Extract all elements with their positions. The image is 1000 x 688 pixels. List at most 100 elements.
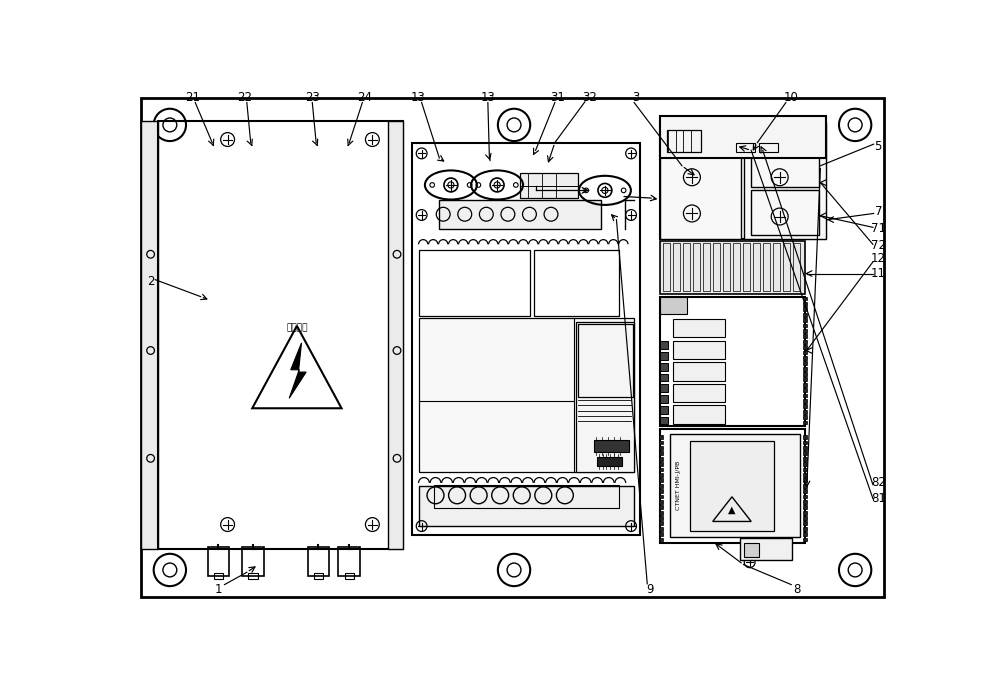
Bar (803, 297, 807, 301)
Bar (803, 383, 807, 387)
Bar (659, 500, 663, 504)
Bar (751, 142, 819, 187)
Bar (660, 123, 741, 239)
Bar (578, 323, 633, 397)
Bar (803, 308, 807, 311)
Bar (520, 173, 578, 198)
Bar (803, 516, 807, 520)
Bar (803, 410, 807, 413)
Bar (659, 473, 663, 477)
Text: 13: 13 (480, 92, 495, 105)
Bar (660, 429, 805, 543)
Bar (803, 388, 807, 392)
Bar (338, 547, 360, 576)
Bar (753, 244, 760, 291)
Bar (803, 489, 807, 493)
Bar (740, 539, 792, 560)
Bar (803, 462, 807, 466)
Text: 5: 5 (875, 140, 882, 153)
Bar (670, 433, 800, 537)
Bar (803, 378, 807, 381)
Bar (803, 495, 807, 498)
Bar (803, 484, 807, 488)
Text: 24: 24 (357, 92, 372, 105)
Bar (576, 322, 634, 472)
Bar (659, 495, 663, 498)
Bar (308, 547, 329, 576)
Bar (673, 341, 725, 359)
Bar (723, 244, 730, 291)
Text: 31: 31 (550, 92, 565, 105)
Bar (141, 121, 158, 549)
Bar (419, 486, 634, 526)
Bar (419, 250, 530, 316)
Bar (659, 516, 663, 520)
Text: 82: 82 (871, 477, 886, 489)
Bar (773, 244, 780, 291)
Bar (803, 420, 807, 424)
Bar (597, 457, 622, 466)
Bar (594, 440, 629, 452)
Bar (659, 510, 663, 515)
Bar (660, 385, 668, 392)
Bar (693, 244, 700, 291)
Bar (659, 457, 663, 461)
Bar (690, 440, 774, 531)
Bar (673, 405, 725, 424)
Bar (803, 505, 807, 509)
Bar (659, 440, 663, 444)
Bar (673, 384, 725, 402)
Bar (743, 244, 750, 291)
Text: 22: 22 (237, 92, 252, 105)
Bar (660, 406, 668, 413)
Bar (803, 302, 807, 306)
Bar (803, 451, 807, 455)
Bar (803, 436, 807, 439)
Bar (803, 361, 807, 365)
Bar (793, 244, 800, 291)
Bar (659, 522, 663, 526)
Bar (660, 417, 668, 424)
Text: 13: 13 (411, 92, 426, 105)
Text: 1: 1 (215, 583, 222, 596)
Bar (663, 244, 670, 291)
Bar (659, 468, 663, 471)
Bar (659, 478, 663, 482)
Bar (713, 244, 720, 291)
Bar (660, 363, 668, 371)
Bar (803, 323, 807, 327)
Bar (803, 440, 807, 444)
Polygon shape (289, 343, 306, 398)
Bar (733, 244, 740, 291)
Bar (412, 142, 640, 535)
Text: 频率节能: 频率节能 (286, 323, 308, 332)
Bar (659, 527, 663, 530)
Bar (659, 533, 663, 536)
Bar (803, 537, 807, 541)
Bar (803, 367, 807, 371)
Bar (803, 356, 807, 360)
Bar (744, 123, 826, 239)
Bar (659, 451, 663, 455)
Text: ▲: ▲ (728, 505, 736, 515)
Text: 81: 81 (871, 492, 886, 505)
Bar (783, 244, 790, 291)
Bar (803, 478, 807, 482)
Bar (660, 341, 668, 349)
Bar (803, 313, 807, 316)
Bar (214, 573, 223, 579)
Bar (763, 244, 770, 291)
Bar (419, 318, 634, 472)
Bar (803, 446, 807, 450)
Bar (434, 485, 619, 508)
Bar (660, 352, 668, 360)
Bar (666, 130, 701, 152)
Bar (803, 399, 807, 403)
Bar (803, 500, 807, 504)
Bar (660, 374, 668, 381)
Text: 23: 23 (305, 92, 320, 105)
Bar (751, 191, 819, 235)
Bar (803, 522, 807, 526)
Bar (660, 116, 826, 158)
Bar (659, 537, 663, 541)
